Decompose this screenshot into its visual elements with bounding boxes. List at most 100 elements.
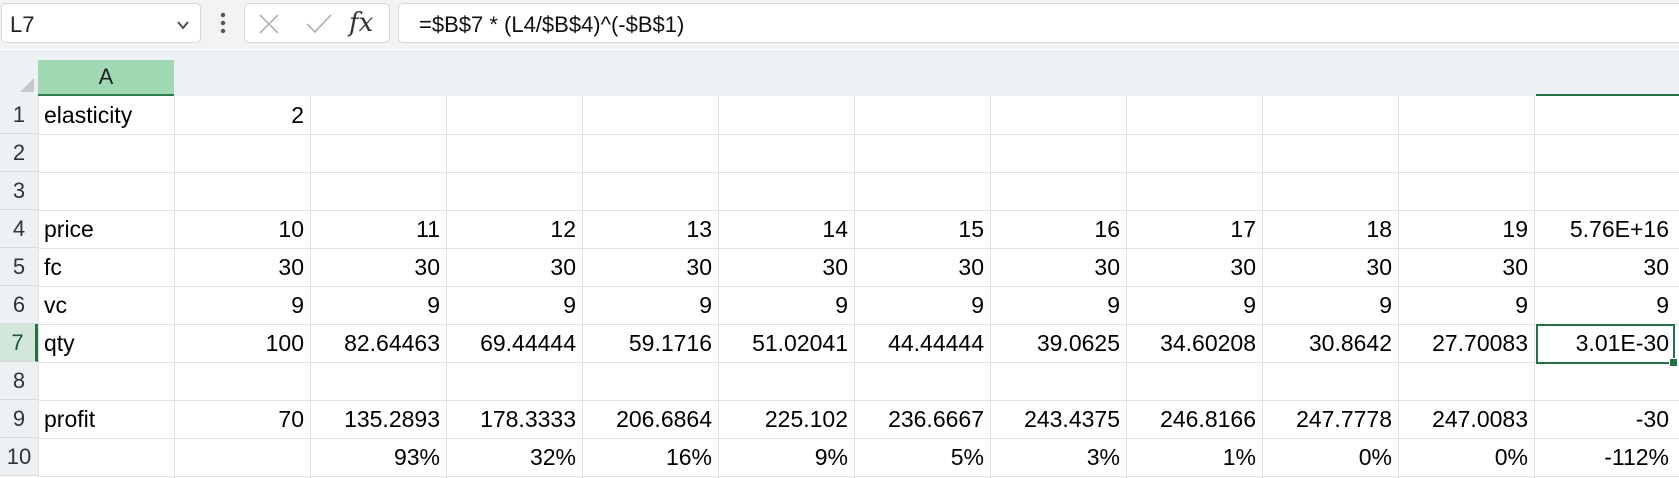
cell-row9-col6[interactable]: 236.6667 — [888, 406, 984, 432]
cell-row1-col0[interactable]: elasticity — [44, 102, 133, 128]
cell-row10-col6[interactable]: 5% — [950, 444, 984, 470]
cell-row7-col7[interactable]: 39.0625 — [1036, 330, 1120, 356]
cell-row10-col4[interactable]: 16% — [665, 444, 712, 470]
cell-row6-col5[interactable]: 9 — [835, 292, 848, 318]
cell-row7-col9[interactable]: 30.8642 — [1308, 330, 1392, 356]
cell-row1-col1[interactable]: 2 — [291, 102, 304, 128]
row-header-9[interactable]: 9 — [0, 400, 38, 438]
cell-row5-col6[interactable]: 30 — [958, 254, 984, 280]
cell-row5-col4[interactable]: 30 — [686, 254, 712, 280]
row-header-2[interactable]: 2 — [0, 134, 38, 172]
cancel-icon — [259, 14, 279, 34]
cell-row10-col8[interactable]: 1% — [1222, 444, 1256, 470]
row-header-6[interactable]: 6 — [0, 286, 38, 324]
cell-row4-col11[interactable]: 5.76E+16 — [1569, 216, 1669, 242]
row-header-1[interactable]: 1 — [0, 96, 38, 134]
cell-row6-col2[interactable]: 9 — [427, 292, 440, 318]
cell-row4-col2[interactable]: 11 — [416, 216, 440, 242]
cell-row9-col2[interactable]: 135.2893 — [344, 406, 440, 432]
enter-icon — [306, 14, 332, 34]
cell-row9-col0[interactable]: profit — [44, 406, 96, 432]
cell-row5-col1[interactable]: 30 — [278, 254, 304, 280]
cell-row4-col0[interactable]: price — [44, 216, 94, 242]
cell-row9-col1[interactable]: 70 — [278, 406, 304, 432]
cell-row5-col11[interactable]: 30 — [1643, 254, 1669, 280]
cell-row5-col8[interactable]: 30 — [1230, 254, 1256, 280]
active-cell-l7[interactable] — [1536, 324, 1678, 367]
cell-row7-col0[interactable]: qty — [44, 330, 75, 356]
cell-row6-col4[interactable]: 9 — [699, 292, 712, 318]
cell-row5-col2[interactable]: 30 — [414, 254, 440, 280]
cell-row7-col11[interactable]: 3.01E-30 — [1575, 330, 1669, 356]
cell-row4-col4[interactable]: 13 — [686, 216, 712, 242]
cell-row6-col0[interactable]: vc — [44, 292, 67, 318]
name-box[interactable]: L7 — [1, 3, 201, 43]
cell-row4-col1[interactable]: 10 — [278, 216, 304, 242]
cell-row10-col3[interactable]: 32% — [529, 444, 576, 470]
cell-row10-col9[interactable]: 0% — [1358, 444, 1392, 470]
chevron-down-icon[interactable] — [176, 18, 190, 32]
cell-row7-col6[interactable]: 44.44444 — [888, 330, 984, 356]
cell-row5-col7[interactable]: 30 — [1094, 254, 1120, 280]
fill-handle[interactable] — [1669, 358, 1678, 367]
cell-row6-col6[interactable]: 9 — [971, 292, 984, 318]
cell-row6-col11[interactable]: 9 — [1656, 292, 1669, 318]
enter-button[interactable] — [295, 4, 339, 42]
cell-row4-col9[interactable]: 18 — [1366, 216, 1392, 242]
cell-row6-col10[interactable]: 9 — [1515, 292, 1528, 318]
cell-row6-col1[interactable]: 9 — [291, 292, 304, 318]
cell-row7-col5[interactable]: 51.02041 — [752, 330, 848, 356]
cell-row9-col7[interactable]: 243.4375 — [1024, 406, 1120, 432]
select-all-button[interactable] — [0, 50, 38, 96]
fx-icon[interactable]: fx — [349, 8, 374, 38]
cell-row10-col7[interactable]: 3% — [1086, 444, 1120, 470]
cell-row6-col3[interactable]: 9 — [563, 292, 576, 318]
cell-row4-col6[interactable]: 15 — [958, 216, 984, 242]
column-header-a[interactable]: A — [38, 60, 174, 96]
cell-row4-col3[interactable]: 12 — [550, 216, 576, 242]
cell-row5-col5[interactable]: 30 — [822, 254, 848, 280]
cell-row5-col3[interactable]: 30 — [550, 254, 576, 280]
column-l-selection-marker — [1536, 94, 1679, 96]
cell-row10-col2[interactable]: 93% — [393, 444, 440, 470]
cell-row5-col9[interactable]: 30 — [1366, 254, 1392, 280]
cell-row10-col11[interactable]: -112% — [1604, 444, 1669, 470]
cell-row9-col10[interactable]: 247.0083 — [1432, 406, 1528, 432]
cell-row6-col9[interactable]: 9 — [1379, 292, 1392, 318]
cell-row7-col10[interactable]: 27.70083 — [1432, 330, 1528, 356]
cell-row6-col7[interactable]: 9 — [1107, 292, 1120, 318]
cell-row4-col5[interactable]: 14 — [822, 216, 848, 242]
formula-input[interactable]: =$B$7 * (L4/$B$4)^(-$B$1) — [398, 3, 1679, 43]
cell-row4-col10[interactable]: 19 — [1502, 216, 1528, 242]
row-header-5[interactable]: 5 — [0, 248, 38, 286]
cell-row7-col4[interactable]: 59.1716 — [628, 330, 712, 356]
cell-row7-col8[interactable]: 34.60208 — [1160, 330, 1256, 356]
cell-row9-col5[interactable]: 225.102 — [764, 406, 848, 432]
cancel-button[interactable] — [247, 4, 291, 42]
row-header-3[interactable]: 3 — [0, 172, 38, 210]
row-header-8[interactable]: 8 — [0, 362, 38, 400]
cell-row10-col0[interactable] — [38, 438, 174, 476]
cell-row10-col1[interactable] — [174, 438, 310, 476]
cell-row10-col5[interactable]: 9% — [814, 444, 848, 470]
cell-row9-col11[interactable]: -30 — [1635, 406, 1669, 432]
cell-row4-col7[interactable]: 16 — [1094, 216, 1120, 242]
row-header-10[interactable]: 10 — [0, 438, 38, 476]
formula-text: =$B$7 * (L4/$B$4)^(-$B$1) — [419, 12, 685, 37]
cell-row7-col3[interactable]: 69.44444 — [480, 330, 576, 356]
cell-row4-col8[interactable]: 17 — [1230, 216, 1256, 242]
more-vertical-icon[interactable] — [216, 10, 230, 38]
row-header-4[interactable]: 4 — [0, 210, 38, 248]
cell-row7-col2[interactable]: 82.64463 — [344, 330, 440, 356]
row-header-7[interactable]: 7 — [0, 324, 38, 362]
cell-row9-col8[interactable]: 246.8166 — [1160, 406, 1256, 432]
cell-row5-col0[interactable]: fc — [44, 254, 62, 280]
formula-buttons: fx — [244, 3, 390, 43]
cell-row9-col4[interactable]: 206.6864 — [616, 406, 712, 432]
cell-row7-col1[interactable]: 100 — [265, 330, 304, 356]
cell-row9-col3[interactable]: 178.3333 — [480, 406, 576, 432]
cell-row10-col10[interactable]: 0% — [1494, 444, 1528, 470]
cell-row6-col8[interactable]: 9 — [1243, 292, 1256, 318]
cell-row9-col9[interactable]: 247.7778 — [1296, 406, 1392, 432]
cell-row5-col10[interactable]: 30 — [1502, 254, 1528, 280]
